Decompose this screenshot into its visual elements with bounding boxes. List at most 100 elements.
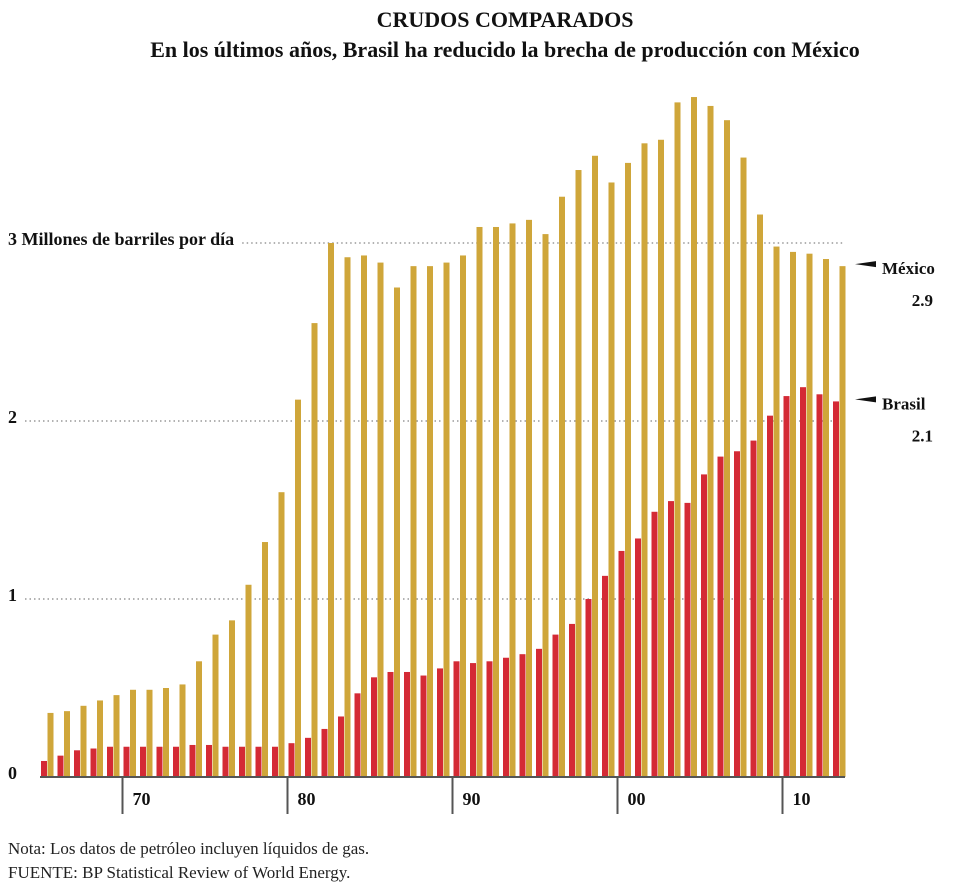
bar [361,255,367,777]
bar [806,253,813,777]
bar [272,746,278,777]
bar [41,760,47,777]
bar [97,700,103,777]
bar [338,716,344,777]
bar [486,661,493,777]
bar [344,257,351,777]
end-marker [855,396,876,403]
bar [833,401,839,777]
bar [80,705,87,777]
bar [107,746,113,777]
bar [691,97,697,778]
bar [503,657,509,777]
bar [740,157,747,777]
bar [767,415,773,777]
bar [724,120,730,778]
source: FUENTE: BP Statistical Review of World E… [8,863,350,882]
bar [57,755,64,777]
bar [684,502,691,777]
bar [658,139,664,777]
bar [163,688,169,777]
chart-title: CRUDOS COMPARADOS [377,7,634,32]
bar [179,684,186,777]
note: Nota: Los datos de petróleo incluyen líq… [8,839,369,858]
bar [519,654,526,777]
bar [212,634,219,777]
bar [410,266,417,777]
bar [569,623,575,777]
bar [585,599,592,777]
bar [625,162,631,777]
bar [189,744,196,777]
y-tick-label: 3 Millones de barriles por día [8,229,234,249]
bar [206,744,212,777]
end-label: México [882,259,935,278]
bar [427,266,433,777]
bar [651,511,658,777]
bar [229,620,235,777]
bar [783,396,790,777]
bar [552,634,559,777]
bar [526,219,532,778]
bar [196,661,202,777]
bar [404,671,410,777]
bar [245,584,252,777]
end-label: Brasil [882,394,926,413]
bar [288,743,295,777]
bar [542,234,549,778]
bar [113,695,120,777]
bar [453,661,460,777]
bar [64,711,70,777]
bar [377,262,384,778]
bar [618,550,625,777]
bar [734,451,740,777]
bar [222,746,229,777]
chart-subtitle: En los últimos años, Brasil ha reducido … [150,37,860,62]
bar [239,746,245,777]
bar [668,501,674,777]
bar [559,196,565,778]
bar [717,456,724,777]
bar [321,728,328,777]
bar [443,262,450,778]
bar [47,712,54,777]
bar [536,648,542,777]
bar [800,387,806,777]
bar [757,214,763,777]
bar [608,182,615,778]
x-tick-label: 80 [298,789,316,809]
bar [354,693,361,777]
bar [509,223,516,778]
bar [140,746,146,777]
bar [278,492,285,777]
bar [123,746,130,777]
bar [674,102,681,777]
bar [90,748,97,777]
end-value: 2.9 [912,291,933,310]
x-tick-label: 90 [463,789,481,809]
bar [592,155,598,777]
bar [156,746,163,777]
y-tick-label: 0 [8,763,17,783]
bar [701,474,707,777]
bar [394,287,400,777]
bar [173,746,179,777]
bar [420,675,427,777]
bar [311,323,318,777]
bar [305,737,311,777]
bar [328,243,334,777]
bar [823,259,829,777]
bar [295,399,301,777]
bar [476,226,483,778]
x-tick-label: 70 [133,789,151,809]
bar [130,689,136,777]
y-tick-label: 1 [8,585,17,605]
bar [839,266,846,777]
bar [470,663,476,777]
bar [460,255,466,777]
bar [387,671,394,777]
bar [146,689,153,777]
x-tick-label: 10 [793,789,811,809]
bar [575,170,582,777]
